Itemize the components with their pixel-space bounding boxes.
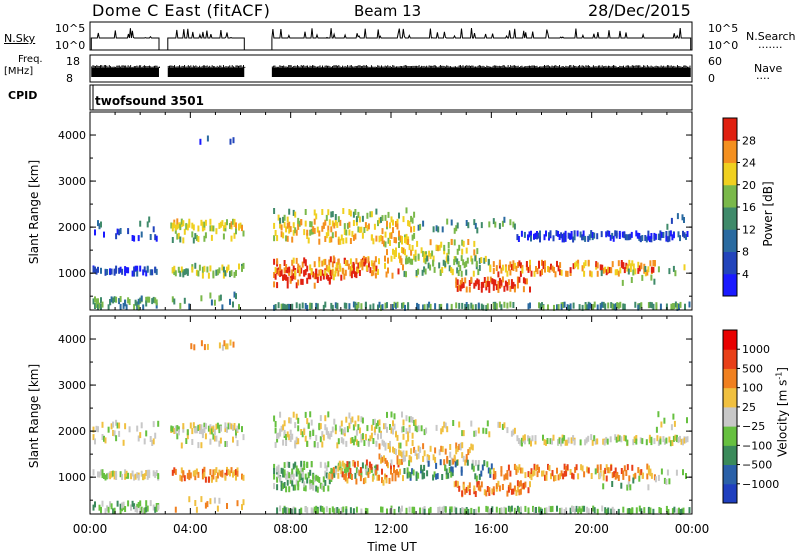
- station-title: Dome C East (fitACF): [92, 1, 271, 20]
- velocity-colorbar-tick: −500: [742, 459, 772, 472]
- nave-label: Nave: [754, 62, 783, 75]
- cpid-value: twofsound 3501: [95, 94, 204, 108]
- velocity-scatter: [92, 339, 691, 515]
- colorbar-swatch: [723, 330, 737, 350]
- freq-unit: [MHz]: [4, 66, 34, 77]
- velocity-colorbar-tick: −1000: [742, 478, 779, 491]
- time-tick-label: 04:00: [173, 522, 208, 536]
- time-axis: 00:00 04:00 08:00 12:00 16:00 20:00 00:00: [73, 522, 710, 536]
- nave-band: [167, 68, 245, 77]
- power-colorbar-tick: 8: [742, 246, 749, 259]
- power-colorbar: 4 8 12 16 20 24 28: [722, 117, 756, 297]
- time-tick-label: 00:00: [73, 522, 108, 536]
- power-ylabel: Slant Range [km]: [27, 159, 41, 265]
- time-tick-label: 20:00: [574, 522, 609, 536]
- power-colorbar-tick: 24: [742, 157, 756, 170]
- velocity-ylabel: Slant Range [km]: [27, 363, 41, 469]
- colorbar-swatch: [723, 229, 737, 252]
- power-colorbar-tick: 4: [742, 268, 749, 281]
- nsearch-dots: ·······: [758, 41, 783, 54]
- velocity-colorbar-tick: −25: [742, 420, 765, 433]
- colorbar-swatch: [723, 426, 737, 446]
- time-tick-label: 12:00: [374, 522, 409, 536]
- colorbar-swatch: [723, 140, 737, 163]
- velocity-ytick-label: 2000: [58, 425, 86, 438]
- colorbar-swatch: [723, 162, 737, 186]
- freq-label: Freq.: [18, 54, 43, 65]
- power-frame: [89, 111, 693, 311]
- nsky-strip: [89, 21, 693, 51]
- colorbar-swatch: [723, 406, 737, 427]
- nsky-tick-bottom: 10^0: [55, 39, 86, 52]
- velocity-colorbar-label: Velocity [m s-1]: [774, 367, 790, 457]
- power-ytick-label: 1000: [58, 267, 86, 280]
- velocity-panel: 1000 2000 3000 4000: [58, 315, 693, 515]
- cpid-label: CPID: [8, 89, 38, 102]
- nsearch-label: N.Search: [746, 30, 796, 43]
- cpid-strip: [89, 84, 693, 111]
- freq-tick-bottom: 8: [66, 72, 73, 85]
- power-colorbar-tick: 12: [742, 223, 756, 236]
- colorbar-swatch: [723, 349, 737, 369]
- velocity-ytick-label: 3000: [58, 379, 86, 392]
- colorbar-swatch: [723, 445, 737, 466]
- colorbar-swatch: [723, 207, 737, 230]
- freq-strip: [89, 54, 693, 83]
- date-label: 28/Dec/2015: [588, 1, 691, 20]
- power-colorbar-tick: 20: [742, 179, 756, 192]
- nsearch-tick-bottom: 10^0: [708, 39, 739, 52]
- power-ytick-label: 2000: [58, 221, 86, 234]
- nave-dots: ····: [756, 72, 770, 85]
- power-colorbar-tick: 28: [742, 134, 756, 147]
- nsky-tick-top: 10^5: [55, 22, 86, 35]
- nsearch-tick-top: 10^5: [708, 22, 739, 35]
- time-tick-label: 00:00: [675, 522, 710, 536]
- colorbar-swatch: [723, 118, 737, 141]
- velocity-colorbar-tick: 100: [742, 382, 763, 395]
- velocity-ytick-label: 4000: [58, 333, 86, 346]
- time-tick-label: 08:00: [273, 522, 308, 536]
- colorbar-swatch: [723, 184, 737, 208]
- time-axis-label: Time UT: [367, 540, 417, 554]
- nsky-trace: [90, 28, 692, 50]
- nsky-label: N.Sky: [4, 32, 36, 45]
- velocity-colorbar: 1000 500 100 25 −25 −100 −500 −1000: [722, 329, 779, 504]
- nave-tick-top: 60: [708, 55, 722, 68]
- colorbar-swatch: [723, 273, 737, 297]
- power-colorbar-label: Power [dB]: [761, 181, 775, 247]
- colorbar-swatch: [723, 368, 737, 389]
- nave-tick-bottom: 0: [708, 72, 715, 85]
- beam-label: Beam 13: [354, 2, 422, 20]
- time-tick-label: 16:00: [474, 522, 509, 536]
- colorbar-swatch: [723, 464, 737, 485]
- power-colorbar-tick: 16: [742, 201, 756, 214]
- nave-band: [271, 68, 691, 77]
- velocity-ytick-label: 1000: [58, 471, 86, 484]
- freq-tick-top: 18: [66, 55, 80, 68]
- velocity-colorbar-tick: 500: [742, 362, 763, 375]
- colorbar-swatch: [723, 387, 737, 408]
- nave-band: [91, 68, 159, 77]
- power-panel: 1000 2000 3000 4000: [58, 111, 693, 311]
- strip-panels: [89, 21, 693, 111]
- velocity-colorbar-tick: 1000: [742, 343, 770, 356]
- colorbar-swatch: [723, 251, 737, 275]
- velocity-colorbar-tick: 25: [742, 401, 756, 414]
- colorbar-swatch: [723, 483, 737, 504]
- power-ytick-label: 4000: [58, 129, 86, 142]
- velocity-colorbar-tick: −100: [742, 439, 772, 452]
- power-scatter: [92, 135, 691, 311]
- power-ytick-label: 3000: [58, 175, 86, 188]
